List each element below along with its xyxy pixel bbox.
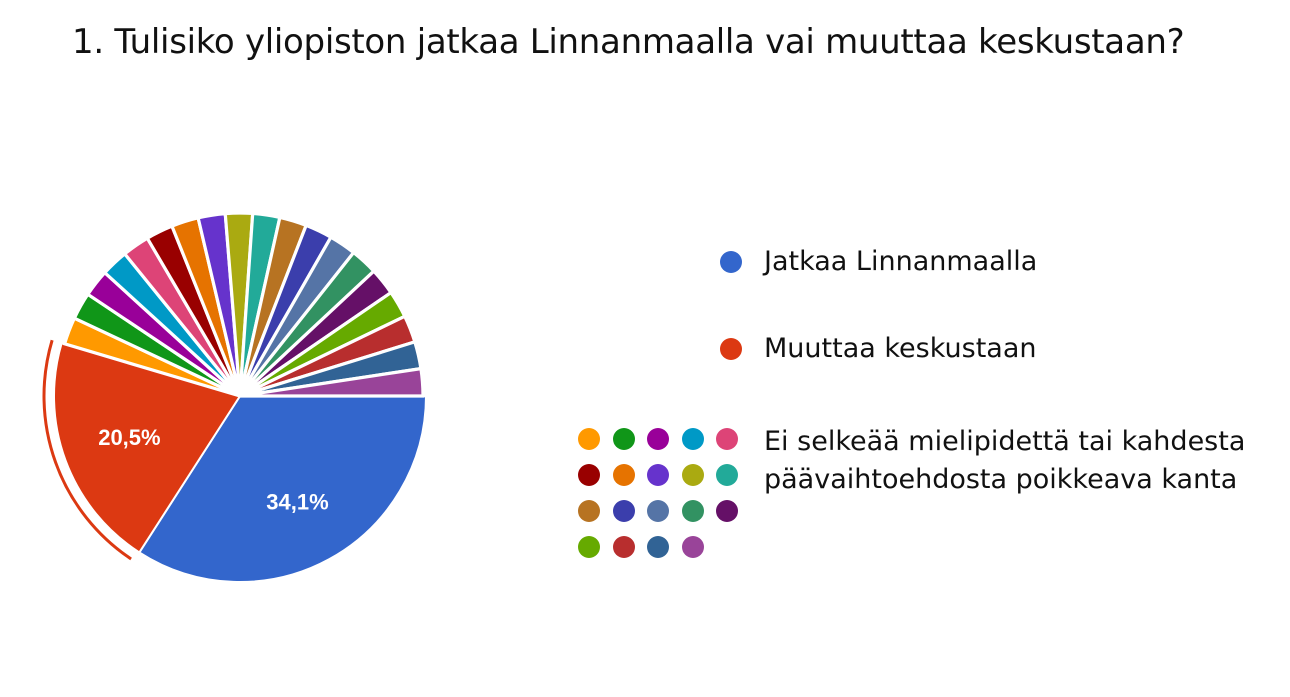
legend-swatch-other-17 [612, 536, 635, 558]
legend-swatch-other-8 [647, 464, 669, 486]
legend-item-other: Ei selkeää mielipidettä tai kahdesta pää… [764, 423, 1274, 499]
legend-swatch-other-15 [716, 500, 738, 522]
legend-swatch-muuttaa [720, 338, 742, 360]
legend-swatch-other-12 [612, 500, 635, 522]
pie-slice-muuttaa [52, 341, 242, 554]
chart-title: 1. Tulisiko yliopiston jatkaa Linnanmaal… [72, 22, 1185, 62]
legend-swatch-other-4 [681, 428, 704, 450]
legend-swatch-other-14 [681, 500, 704, 522]
legend-item-jatkaa: Jatkaa Linnanmaalla [720, 243, 1037, 281]
legend-swatch-other-10 [716, 464, 738, 486]
legend-swatch-other-2 [612, 428, 635, 450]
legend-swatch-other-5 [716, 428, 738, 450]
legend-swatch-other-16 [578, 536, 600, 558]
legend-label-jatkaa: Jatkaa Linnanmaalla [764, 246, 1038, 277]
legend-label-other: Ei selkeää mielipidettä tai kahdesta pää… [764, 426, 1246, 495]
legend-item-muuttaa: Muuttaa keskustaan [720, 330, 1037, 368]
data-label-jatkaa: 34,1% [266, 489, 328, 514]
pie-chart: 34,1% 20,5% [42, 211, 428, 583]
legend-swatch-other-19 [681, 536, 704, 558]
legend-swatch-other-6 [578, 464, 600, 486]
legend-label-muuttaa: Muuttaa keskustaan [764, 333, 1037, 364]
legend-swatch-other-11 [578, 500, 600, 522]
data-label-muuttaa: 20,5% [98, 425, 160, 450]
legend-swatch-jatkaa [720, 251, 742, 273]
legend-swatch-other-3 [647, 428, 669, 450]
legend-swatch-other-18 [647, 536, 669, 558]
legend-swatch-other-7 [612, 464, 635, 486]
selected-slice-highlight [42, 339, 132, 561]
pie-slice-other-19 [239, 366, 425, 398]
legend-swatch-other-1 [578, 428, 600, 450]
legend-swatch-other-9 [681, 464, 704, 486]
legend-swatch-other-13 [647, 500, 669, 522]
legend-swatches-other [578, 428, 758, 568]
